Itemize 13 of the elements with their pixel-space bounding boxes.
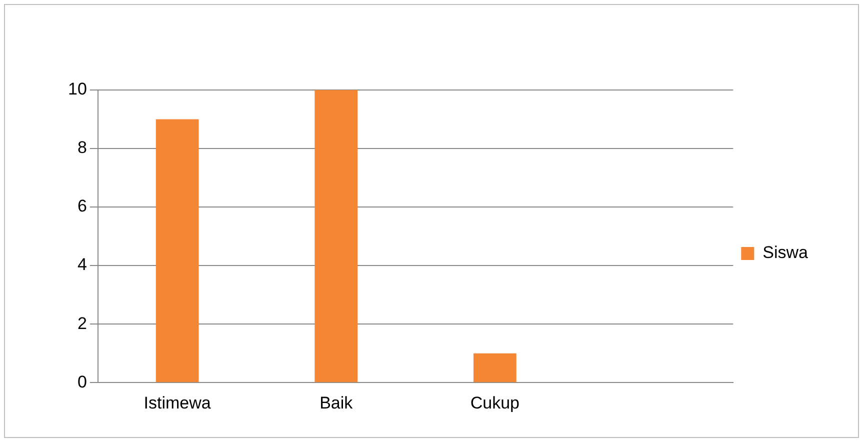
y-tick-label: 2 — [77, 314, 87, 333]
y-tick-label: 4 — [77, 255, 87, 274]
legend-label: Siswa — [762, 243, 809, 262]
x-tick-label: Cukup — [470, 393, 520, 412]
y-tick-label: 10 — [68, 80, 87, 99]
x-tick-label: Baik — [320, 393, 354, 412]
bar — [314, 90, 358, 382]
x-tick-label: Istimewa — [144, 393, 212, 412]
bar — [473, 353, 516, 382]
y-tick-label: 8 — [77, 138, 87, 158]
y-tick-label: 0 — [77, 372, 87, 392]
bar — [156, 119, 199, 382]
y-tick-label: 6 — [77, 196, 87, 216]
